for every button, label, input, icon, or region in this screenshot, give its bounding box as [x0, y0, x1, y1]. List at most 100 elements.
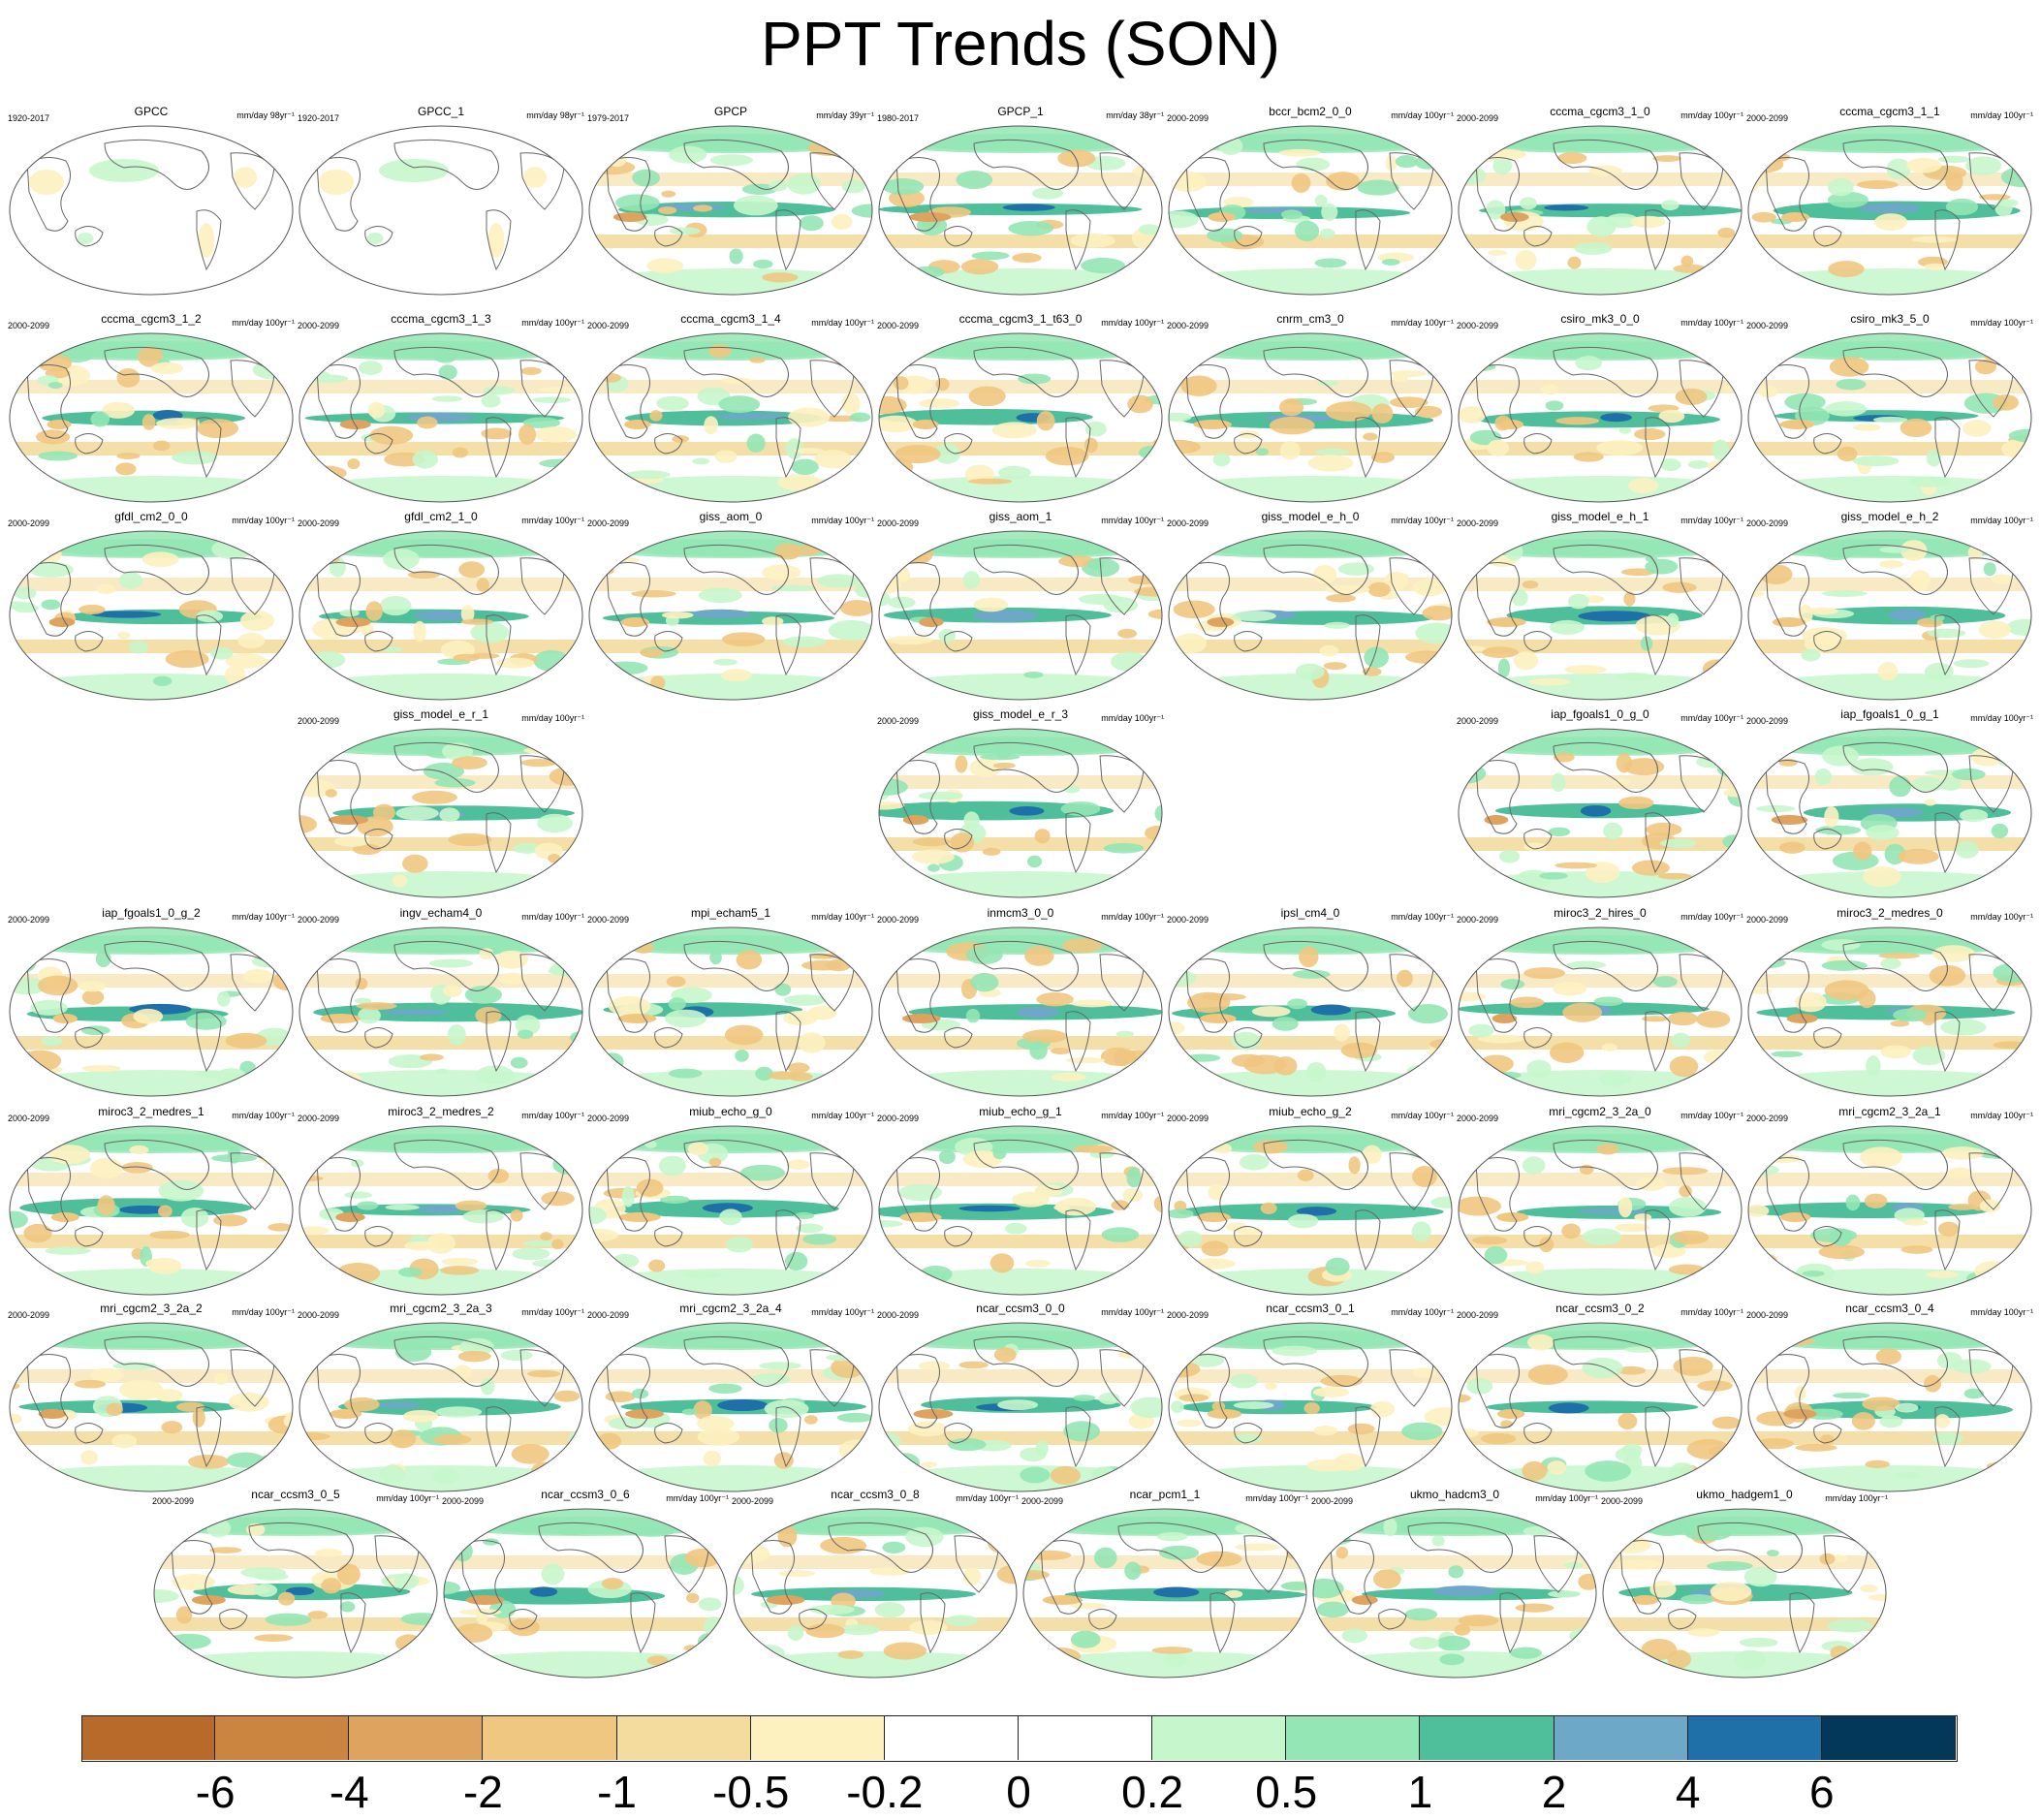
trend-field: [589, 333, 872, 502]
panel-title: csiro_mk3_5_0: [1850, 312, 1930, 326]
map-border: [1747, 1322, 2032, 1492]
panel-units: mm/day 100yr⁻¹: [1680, 318, 1743, 328]
world-map: [1168, 530, 1453, 701]
world-map: [1312, 1508, 1597, 1679]
coastline: [750, 1522, 999, 1654]
panel-period: 2000-2099: [587, 321, 630, 330]
map-panel: mpi_echam5_1 2000-2099 mm/day 100yr⁻¹: [587, 906, 874, 1100]
trend-field: [1313, 1509, 1596, 1678]
panel-title: iap_fgoals1_0_g_1: [1840, 707, 1939, 721]
panel-units: mm/day 100yr⁻¹: [521, 912, 584, 922]
panel-units: mm/day 100yr⁻¹: [232, 912, 295, 922]
world-map: [9, 125, 294, 296]
world-map: [1168, 926, 1453, 1097]
world-map: [1602, 1508, 1887, 1679]
trend-field: [879, 1323, 1162, 1491]
panel-title: mri_cgcm2_3_2a_0: [1549, 1105, 1651, 1118]
map-border: [1458, 125, 1743, 296]
map-panel: miub_echo_g_0 2000-2099 mm/day 100yr⁻¹: [587, 1105, 874, 1299]
world-map: [9, 530, 294, 701]
panel-title: csiro_mk3_0_0: [1560, 312, 1640, 326]
world-map: [1747, 926, 2032, 1097]
map-border: [588, 125, 873, 296]
colorbar-swatch: [215, 1715, 350, 1760]
coastline: [606, 544, 855, 676]
panel-units: mm/day 98yr⁻¹: [236, 110, 295, 120]
world-map: [1168, 1125, 1453, 1296]
coastline: [171, 1522, 420, 1654]
map-border: [1747, 125, 2032, 296]
map-panel: iap_fgoals1_0_g_0 2000-2099 mm/day 100yr⁻¹: [1457, 707, 1743, 901]
trend-field: [589, 1323, 872, 1491]
map-panel-grid: GPCC 1920-2017 mm/day 98yr⁻¹ GPCC_1 1920-201…: [8, 105, 2033, 1679]
panel-units: mm/day 100yr⁻¹: [1391, 110, 1454, 120]
coastline: [1765, 940, 2014, 1073]
panel-period: 2000-2099: [587, 1114, 630, 1123]
world-map: [9, 926, 294, 1097]
coastline: [1765, 544, 2014, 676]
panel-title: giss_model_e_h_2: [1840, 510, 1939, 523]
colorbar-tick-label: 0: [1006, 1767, 1031, 1817]
map-border: [9, 125, 294, 296]
trend-field: [1169, 927, 1452, 1096]
world-map: [9, 1125, 294, 1296]
world-map: [1168, 125, 1453, 296]
map-border: [298, 1125, 583, 1296]
panel-units: mm/day 100yr⁻¹: [1101, 713, 1164, 723]
colorbar-swatch: [1286, 1715, 1421, 1760]
trend-field: [154, 1509, 437, 1678]
colorbar-frame: [81, 1715, 1958, 1762]
map-border: [1168, 530, 1453, 701]
panel-units: mm/day 100yr⁻¹: [811, 318, 874, 328]
map-panel: ncar_ccsm3_0_0 2000-2099 mm/day 100yr⁻¹: [877, 1302, 1164, 1495]
map-panel: mri_cgcm2_3_2a_4 2000-2099 mm/day 100yr⁻¹: [587, 1302, 874, 1495]
world-map: [878, 125, 1163, 296]
panel-units: mm/day 38yr⁻¹: [1106, 110, 1164, 120]
panel-title: miroc3_2_medres_0: [1837, 906, 1943, 920]
trend-field: [879, 1126, 1162, 1295]
panel-title: ncar_ccsm3_0_5: [251, 1488, 340, 1501]
map-border: [298, 125, 583, 296]
panel-period: 2000-2099: [1021, 1496, 1064, 1506]
panel-period: 2000-2099: [1457, 113, 1499, 123]
panel-title: ncar_ccsm3_0_4: [1845, 1302, 1934, 1315]
panel-period: 1920-2017: [8, 113, 50, 123]
coastline: [606, 1335, 855, 1468]
panel-units: mm/day 100yr⁻¹: [1391, 516, 1454, 525]
map-panel: GPCP 1979-2017 mm/day 39yr⁻¹: [587, 105, 874, 298]
panel-period: 2000-2099: [1601, 1496, 1644, 1506]
panel-units: mm/day 100yr⁻¹: [1970, 318, 2033, 328]
trend-field: [589, 531, 872, 700]
trend-field: [1748, 1126, 2031, 1295]
world-map: [1458, 1125, 1743, 1296]
world-map: [1022, 1508, 1307, 1679]
panel-title: cccma_cgcm3_1_2: [101, 312, 202, 326]
coastline: [460, 1522, 709, 1654]
coastline: [895, 940, 1145, 1073]
trend-field: [10, 531, 293, 700]
panel-units: mm/day 100yr⁻¹: [1245, 1493, 1308, 1503]
map-panel: mri_cgcm2_3_2a_0 2000-2099 mm/day 100yr⁻¹: [1457, 1105, 1743, 1299]
panel-units: mm/day 100yr⁻¹: [1101, 516, 1164, 525]
map-panel: miroc3_2_medres_2 2000-2099 mm/day 100yr⁻¹: [298, 1105, 584, 1299]
coastline: [316, 940, 565, 1073]
map-border: [9, 926, 294, 1097]
panel-title: cccma_cgcm3_1_1: [1839, 105, 1940, 118]
map-border: [9, 530, 294, 701]
panel-title: giss_model_e_r_1: [392, 707, 489, 721]
trend-field: [1748, 729, 2031, 897]
map-border: [588, 1125, 873, 1296]
map-border: [298, 1322, 583, 1492]
trend-field: [1748, 333, 2031, 502]
trend-field: [879, 126, 1162, 295]
map-border: [733, 1508, 1018, 1679]
panel-period: 2000-2099: [298, 1114, 340, 1123]
panel-units: mm/day 100yr⁻¹: [1391, 912, 1454, 922]
trend-field: [1459, 126, 1742, 295]
map-panel: giss_model_e_r_1 2000-2099 mm/day 100yr⁻¹: [298, 707, 584, 901]
map-border: [1458, 1322, 1743, 1492]
map-panel: inmcm3_0_0 2000-2099 mm/day 100yr⁻¹: [877, 906, 1164, 1100]
coastline: [1185, 1335, 1434, 1468]
map-panel: ipsl_cm4_0 2000-2099 mm/day 100yr⁻¹: [1167, 906, 1454, 1100]
panel-title: iap_fgoals1_0_g_0: [1551, 707, 1649, 721]
